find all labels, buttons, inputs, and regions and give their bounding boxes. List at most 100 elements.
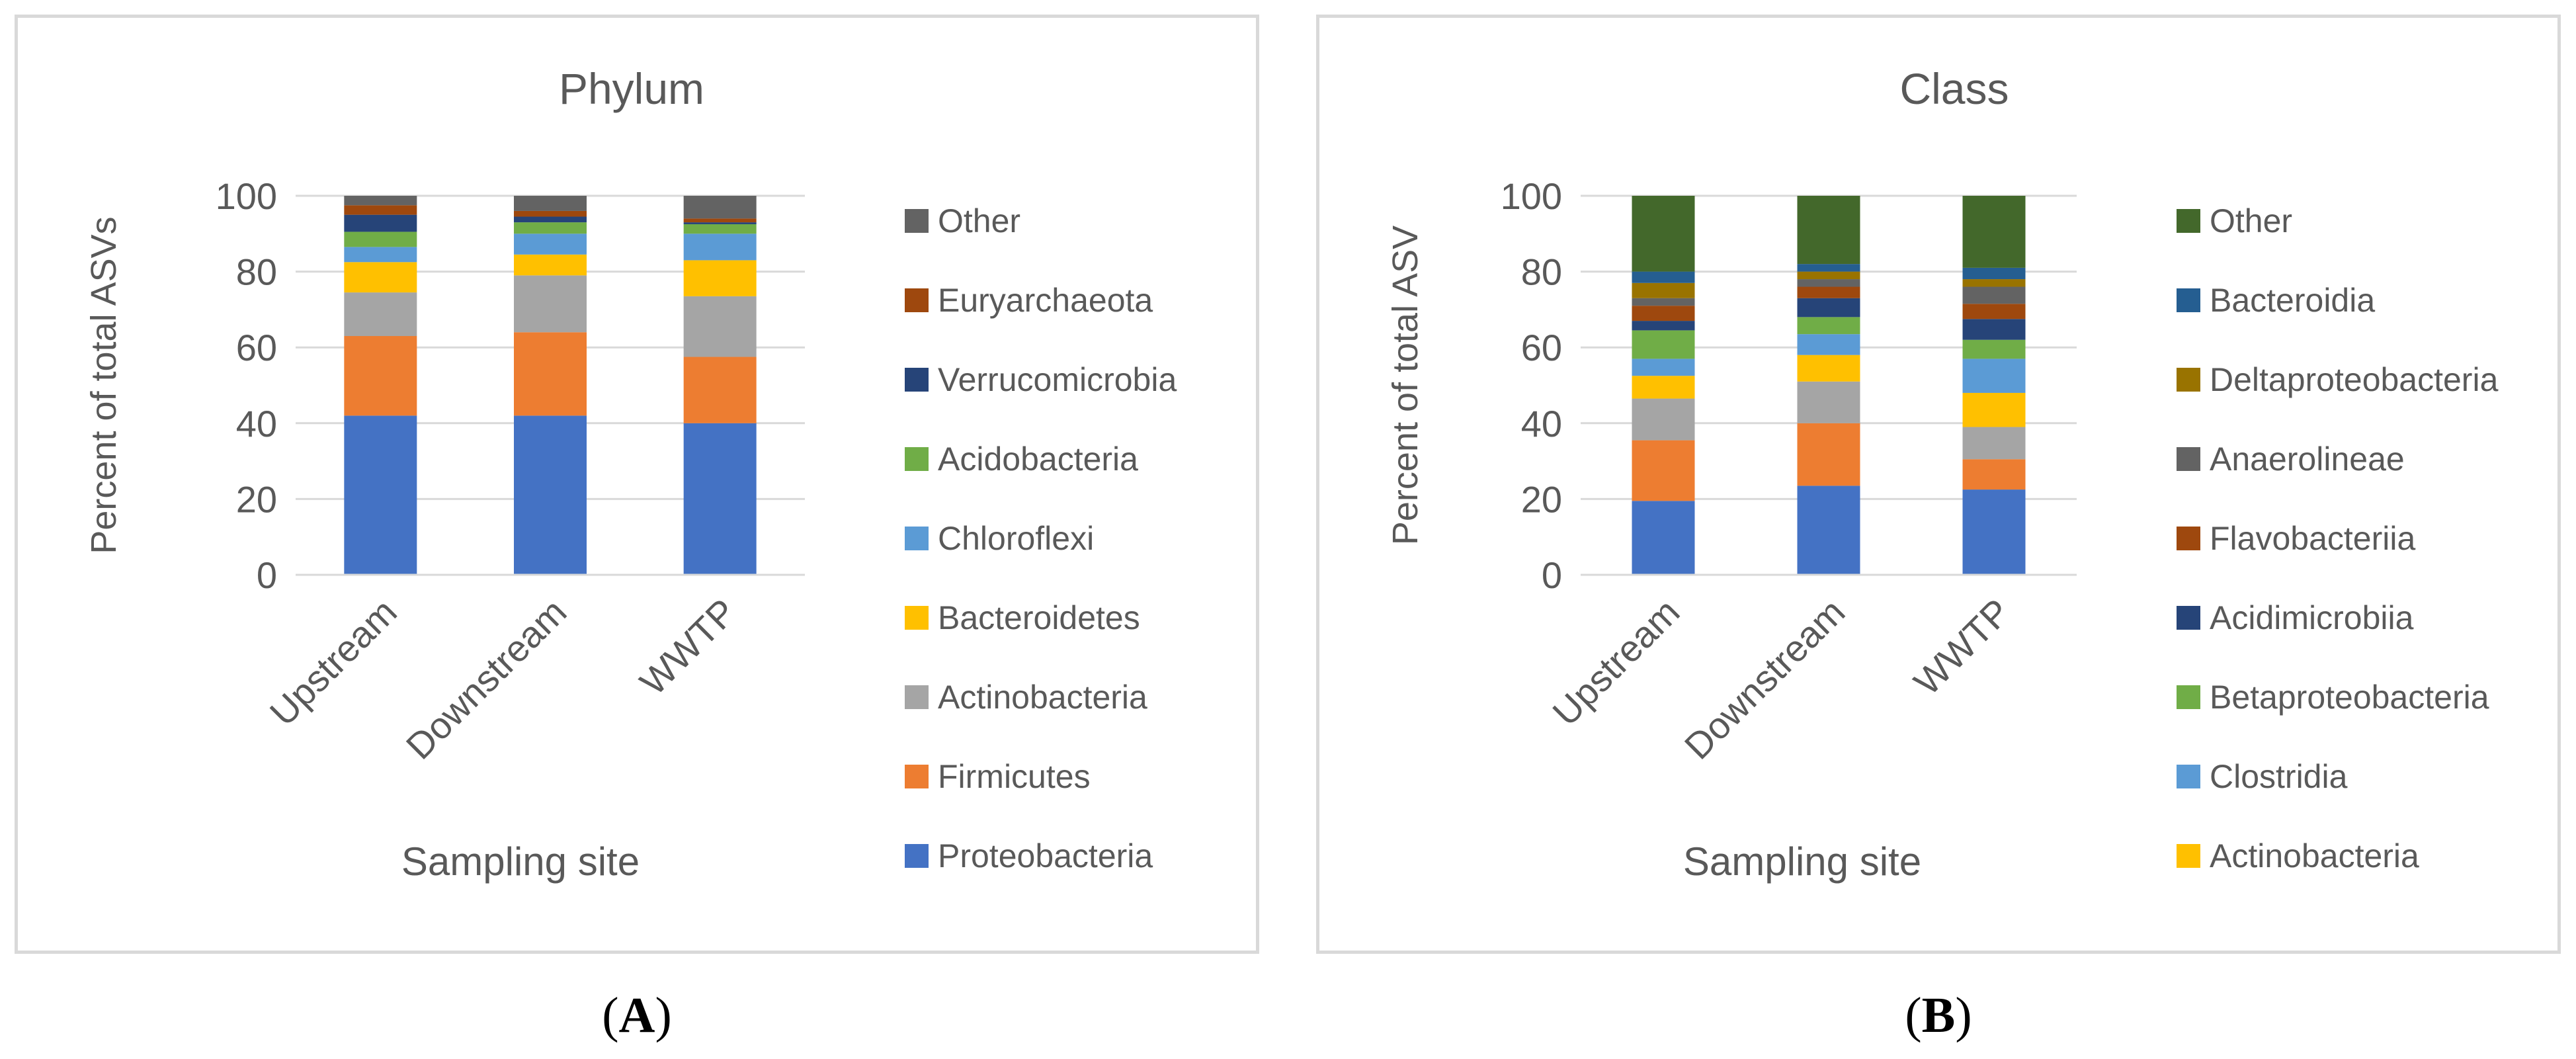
- y-tick-label-80: 80: [1521, 251, 1562, 293]
- bar-upstream-proteobacteria: [1632, 501, 1695, 575]
- bar-downstream-proteobacteria: [514, 415, 587, 575]
- bar-downstream-gammaproteobacteria: [1797, 381, 1860, 423]
- legend-label-verrucomicrobia: Verrucomicrobia: [938, 361, 1177, 398]
- bar-wwtp-anaerolineae: [1962, 286, 2026, 304]
- bar-wwtp-chloroflexi: [683, 233, 757, 261]
- bar-upstream-euryarchaeota: [344, 205, 417, 215]
- bar-downstream-flavobacteriia: [1797, 286, 1860, 298]
- legend-swatch-verrucomicrobia: [905, 368, 929, 392]
- bar-upstream-anaerolineae: [1632, 298, 1695, 306]
- bar-upstream-bacteroidetes: [344, 262, 417, 293]
- y-tick-label-100: 100: [1501, 175, 1562, 217]
- bar-upstream-actinobacteria: [1632, 376, 1695, 399]
- bar-downstream-other: [1797, 196, 1860, 265]
- legend-label-chloroflexi: Chloroflexi: [938, 520, 1094, 557]
- bar-upstream-betaproteobacteria: [1632, 330, 1695, 359]
- bar-wwtp-proteobacteria: [1962, 489, 2026, 575]
- y-tick-label-60: 60: [236, 327, 277, 368]
- bar-wwtp-gammaproteobacteria: [1962, 427, 2026, 460]
- bar-wwtp-bacteroidia: [1962, 267, 2026, 280]
- bar-downstream-acidimicrobiia: [1797, 298, 1860, 318]
- legend-swatch-betaproteobacteria: [2177, 685, 2200, 709]
- y-tick-label-60: 60: [1521, 327, 1562, 368]
- bar-downstream-anaerolineae: [1797, 279, 1860, 287]
- legend-swatch-flavobacteriia: [2177, 527, 2200, 550]
- bar-wwtp-proteobacteria: [683, 423, 757, 575]
- legend-label-actinobacteria: Actinobacteria: [2210, 837, 2419, 874]
- bar-upstream-actinobacteria: [344, 292, 417, 337]
- bar-upstream-gammaproteobacteria: [1632, 398, 1695, 441]
- y-tick-label-80: 80: [236, 251, 277, 293]
- x-tick-label-upstream: Upstream: [262, 591, 405, 734]
- bar-upstream-firmicutes: [344, 336, 417, 416]
- bar-downstream-acidobacteria: [514, 222, 587, 234]
- legend-swatch-actinobacteria: [2177, 844, 2200, 868]
- bar-downstream-proteobacteria: [1797, 486, 1860, 575]
- bar-upstream-verrucomicrobia: [344, 214, 417, 232]
- legend-label-proteobacteria: Proteobacteria: [938, 837, 1153, 874]
- legend-swatch-bacteroidetes: [905, 606, 929, 630]
- legend-swatch-acidobacteria: [905, 447, 929, 471]
- legend-swatch-chloroflexi: [905, 527, 929, 550]
- chart-title: Class: [1899, 64, 2009, 113]
- legend-swatch-actinobacteria: [905, 685, 929, 709]
- x-tick-label-downstream: Downstream: [398, 591, 575, 767]
- legend-label-firmicutes: Firmicutes: [938, 758, 1091, 795]
- legend-label-anaerolineae: Anaerolineae: [2210, 441, 2405, 478]
- bar-downstream-betaproteobacteria: [1797, 317, 1860, 335]
- x-tick-label-downstream: Downstream: [1677, 591, 1853, 767]
- bar-upstream-acidimicrobiia: [1632, 321, 1695, 331]
- bar-wwtp-acidobacteria: [683, 224, 757, 234]
- y-tick-label-0: 0: [1542, 554, 1562, 596]
- bar-wwtp-bacteroidetes: [683, 260, 757, 296]
- bar-downstream-bacteroidia: [1797, 264, 1860, 272]
- bar-upstream-proteobacteria: [344, 415, 417, 575]
- bar-downstream-firmicutes: [514, 332, 587, 416]
- bar-downstream-deltaproteobacteria: [1797, 271, 1860, 280]
- bar-downstream-actinobacteria: [514, 275, 587, 333]
- bar-downstream-bacteroidetes: [514, 254, 587, 276]
- bar-wwtp-verrucomicrobia: [683, 222, 757, 224]
- bar-wwtp-clostridia: [1962, 359, 2026, 393]
- panel-label-a: (A): [602, 988, 672, 1043]
- bar-downstream-euryarchaeota: [514, 210, 587, 217]
- bar-wwtp-flavobacteriia: [1962, 304, 2026, 319]
- bar-wwtp-deltaproteobacteria: [1962, 279, 2026, 287]
- bar-upstream-flavobacteriia: [1632, 306, 1695, 321]
- bar-downstream-firmicutes: [1797, 423, 1860, 486]
- legend-label-euryarchaeota: Euryarchaeota: [938, 282, 1153, 319]
- legend-label-deltaproteobacteria: Deltaproteobacteria: [2210, 361, 2499, 398]
- bar-wwtp-other: [1962, 196, 2026, 268]
- y-tick-label-20: 20: [1521, 478, 1562, 520]
- y-axis-title: Percent of total ASVs: [84, 216, 124, 554]
- y-tick-label-100: 100: [216, 175, 277, 217]
- y-axis-title: Percent of total ASV: [1386, 226, 1425, 545]
- legend-swatch-deltaproteobacteria: [2177, 368, 2200, 392]
- legend-swatch-bacteroidia: [2177, 288, 2200, 312]
- bar-upstream-chloroflexi: [344, 247, 417, 263]
- y-tick-label-40: 40: [236, 403, 277, 445]
- bar-wwtp-acidimicrobiia: [1962, 319, 2026, 340]
- bar-downstream-verrucomicrobia: [514, 216, 587, 223]
- x-tick-label-wwtp: WWTP: [1906, 591, 2018, 703]
- bar-upstream-deltaproteobacteria: [1632, 282, 1695, 298]
- legend-label-other: Other: [938, 202, 1020, 239]
- bar-wwtp-other: [683, 196, 757, 219]
- bar-upstream-other: [1632, 196, 1695, 272]
- x-tick-label-wwtp: WWTP: [632, 591, 744, 703]
- y-tick-label-0: 0: [257, 554, 277, 596]
- bar-wwtp-firmicutes: [1962, 459, 2026, 490]
- bar-wwtp-betaproteobacteria: [1962, 339, 2026, 359]
- bar-downstream-chloroflexi: [514, 233, 587, 255]
- bar-upstream-other: [344, 196, 417, 206]
- legend-label-bacteroidia: Bacteroidia: [2210, 282, 2375, 319]
- legend-label-other: Other: [2210, 202, 2292, 239]
- bar-upstream-firmicutes: [1632, 440, 1695, 501]
- bar-upstream-acidobacteria: [344, 232, 417, 247]
- bar-wwtp-actinobacteria: [683, 296, 757, 357]
- class-chart-panel: Class 0 20 40 60 80 100 Upstream Downstream WWTP S…: [1316, 15, 2561, 954]
- chart-title: Phylum: [559, 64, 704, 113]
- legend-swatch-anaerolineae: [2177, 447, 2200, 471]
- phylum-chart-panel: Phylum 0 20 40 60 80 100 Upstream Downstream WWTP…: [15, 15, 1259, 954]
- legend-swatch-clostridia: [2177, 765, 2200, 788]
